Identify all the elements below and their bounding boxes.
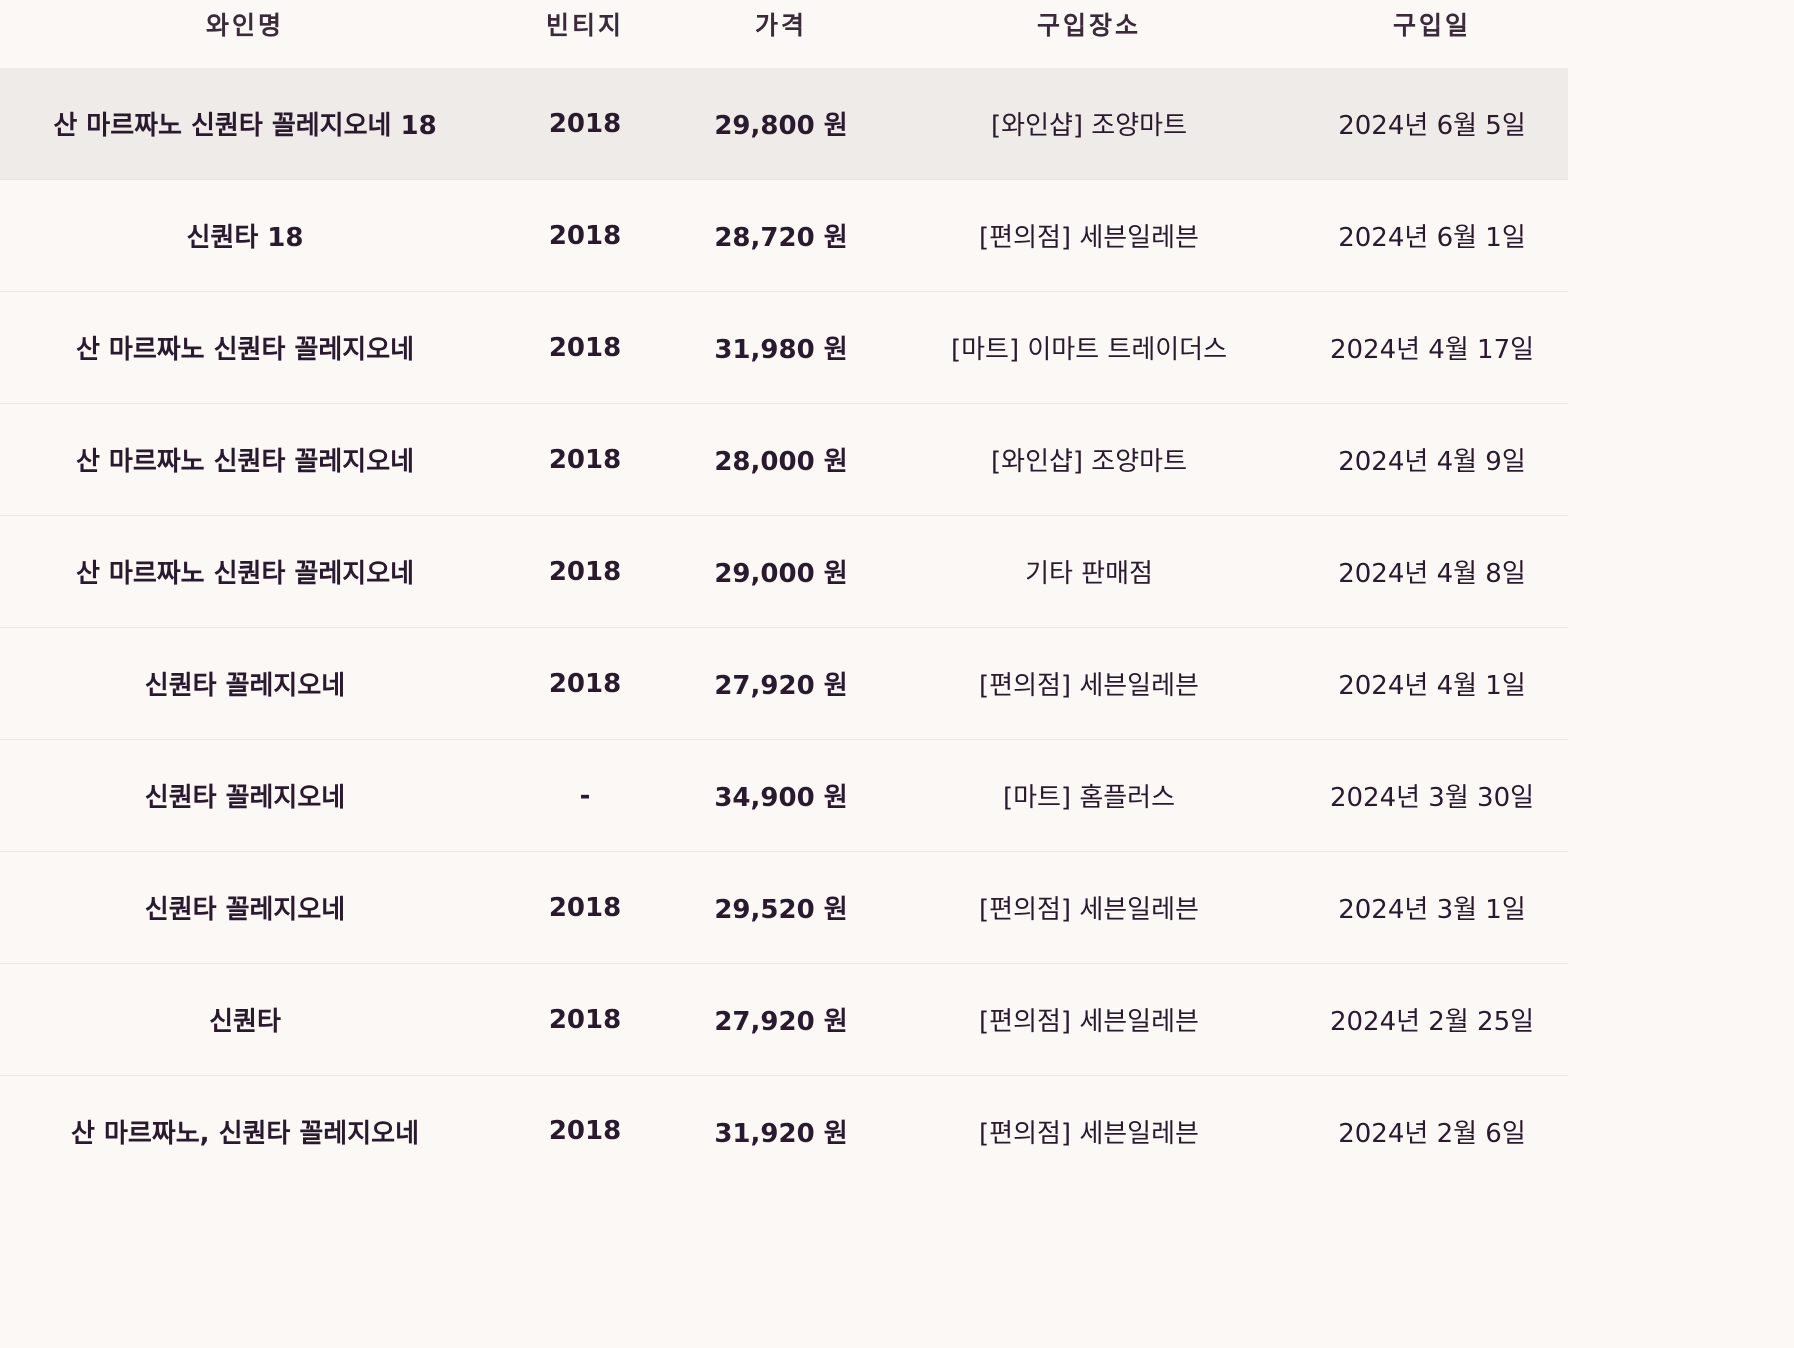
purchase-date: 2024년 6월 1일 [1338,223,1526,253]
table-row[interactable]: 신퀀타 꼴레지오네 2018 29,520 원 [편의점] 세븐일레븐 2024… [0,852,1568,964]
wine-price: 31,920 원 [714,1118,848,1149]
wine-name: 산 마르짜노 신퀀타 꼴레지오네 [75,335,415,365]
wine-name: 산 마르짜노, 신퀀타 꼴레지오네 [71,1118,419,1149]
purchase-place: [편의점] 세븐일레븐 [979,223,1199,253]
wine-price: 29,800 원 [714,111,848,141]
wine-vintage: 2018 [548,668,622,699]
wine-vintage: 2018 [548,332,622,363]
wine-price: 28,000 원 [714,447,848,477]
purchase-date: 2024년 2월 6일 [1338,1118,1526,1149]
purchase-place: [마트] 이마트 트레이더스 [950,335,1228,365]
table-row[interactable]: 신퀀타 18 2018 28,720 원 [편의점] 세븐일레븐 2024년 6… [0,180,1568,292]
purchase-date: 2024년 4월 1일 [1338,671,1526,701]
wine-name: 신퀀타 18 [186,223,304,253]
column-header-name[interactable]: 와인명 [205,11,284,40]
column-header-date[interactable]: 구입일 [1392,11,1471,40]
column-header-place[interactable]: 구입장소 [1036,11,1141,40]
wine-vintage: 2018 [548,220,622,251]
wine-price: 34,900 원 [714,783,848,813]
table-row[interactable]: 신퀀타 꼴레지오네 - 34,900 원 [마트] 홈플러스 2024년 3월 … [0,740,1568,852]
purchase-table: 와인명 빈티지 가격 구입장소 구입일 산 마르짜노 신퀀타 꼴레지오네 18 … [0,0,1568,1186]
purchase-date: 2024년 3월 30일 [1329,783,1535,813]
purchase-date: 2024년 6월 5일 [1338,111,1526,141]
purchase-date: 2024년 4월 17일 [1329,335,1535,365]
purchase-place: [와인샵] 조양마트 [991,111,1187,141]
purchase-place: [편의점] 세븐일레븐 [979,895,1199,925]
column-header-price[interactable]: 가격 [754,11,807,40]
wine-price: 29,520 원 [714,895,848,925]
table-row[interactable]: 산 마르짜노 신퀀타 꼴레지오네 2018 29,000 원 기타 판매점 20… [0,516,1568,628]
wine-name: 신퀀타 꼴레지오네 [144,895,346,925]
wine-name: 신퀀타 [209,1007,281,1037]
wine-price: 28,720 원 [714,223,848,253]
wine-vintage: 2018 [548,108,622,139]
wine-vintage: 2018 [548,892,622,923]
wine-price: 29,000 원 [714,559,848,589]
table-header: 와인명 빈티지 가격 구입장소 구입일 [0,0,1568,68]
table-row[interactable]: 산 마르짜노 신퀀타 꼴레지오네 18 2018 29,800 원 [와인샵] … [0,68,1568,180]
purchase-date: 2024년 3월 1일 [1338,895,1526,925]
purchase-place: [와인샵] 조양마트 [991,447,1187,477]
purchase-place: [편의점] 세븐일레븐 [979,1007,1199,1037]
wine-name: 산 마르짜노 신퀀타 꼴레지오네 18 [53,111,437,141]
wine-name: 신퀀타 꼴레지오네 [144,783,346,813]
table-row[interactable]: 산 마르짜노, 신퀀타 꼴레지오네 2018 31,920 원 [편의점] 세븐… [0,1076,1568,1186]
table-row[interactable]: 산 마르짜노 신퀀타 꼴레지오네 2018 28,000 원 [와인샵] 조양마… [0,404,1568,516]
table-row[interactable]: 신퀀타 2018 27,920 원 [편의점] 세븐일레븐 2024년 2월 2… [0,964,1568,1076]
column-header-vintage[interactable]: 빈티지 [545,11,624,40]
wine-price: 27,920 원 [714,671,848,701]
wine-vintage: 2018 [548,556,622,587]
wine-name: 산 마르짜노 신퀀타 꼴레지오네 [75,447,415,477]
wine-vintage: 2018 [548,444,622,475]
purchase-date: 2024년 2월 25일 [1329,1007,1535,1037]
wine-price: 31,980 원 [714,335,848,365]
purchase-date: 2024년 4월 9일 [1338,447,1526,477]
table-row[interactable]: 산 마르짜노 신퀀타 꼴레지오네 2018 31,980 원 [마트] 이마트 … [0,292,1568,404]
purchase-place: [편의점] 세븐일레븐 [979,1118,1199,1149]
purchase-place: [마트] 홈플러스 [1002,783,1176,813]
table-row[interactable]: 신퀀타 꼴레지오네 2018 27,920 원 [편의점] 세븐일레븐 2024… [0,628,1568,740]
wine-price: 27,920 원 [714,1007,848,1037]
purchase-date: 2024년 4월 8일 [1338,559,1526,589]
wine-name: 산 마르짜노 신퀀타 꼴레지오네 [75,559,415,589]
purchase-place: 기타 판매점 [1025,559,1153,589]
purchase-place: [편의점] 세븐일레븐 [979,671,1199,701]
wine-vintage: - [579,780,591,811]
wine-vintage: 2018 [548,1116,622,1146]
wine-vintage: 2018 [548,1004,622,1035]
wine-name: 신퀀타 꼴레지오네 [144,671,346,701]
